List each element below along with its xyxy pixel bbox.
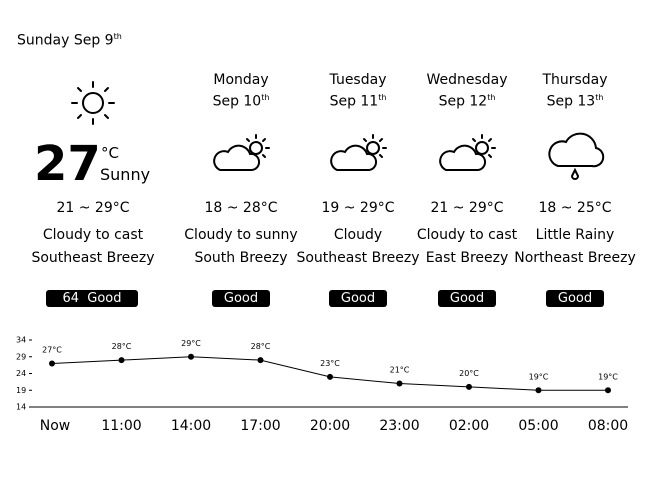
y-tick-label: 14 [16, 403, 26, 412]
cloud-sun-icon [330, 134, 387, 171]
temp-point [257, 357, 264, 364]
day-range: 18 ~ 28°C [204, 200, 278, 216]
temp-point [605, 387, 611, 394]
today-wind: Southeast Breezy [31, 250, 155, 266]
value-label: 28°C [112, 342, 132, 351]
temp-point [188, 353, 194, 360]
day-name: Monday [213, 72, 269, 88]
date-suffix: th [378, 93, 387, 102]
day-date: Sep 11th [330, 93, 387, 110]
value-label: 20°C [459, 369, 479, 378]
temp-point [535, 387, 542, 394]
temp-point [49, 360, 55, 367]
y-tick-label: 34 [16, 336, 26, 345]
day-wind: East Breezy [425, 250, 509, 266]
today-condition: Sunny [100, 165, 151, 184]
today-desc: Cloudy to cast [42, 227, 144, 243]
day-desc: Cloudy [333, 227, 383, 243]
sun-icon [71, 81, 115, 125]
day-desc: Cloudy to sunny [184, 227, 298, 243]
date-suffix: th [261, 93, 270, 102]
aqi-quality: Good [87, 291, 122, 306]
cloud-sun-icon [439, 134, 496, 171]
x-tick-label: 14:00 [171, 418, 211, 434]
y-tick-label: 19 [16, 386, 26, 395]
day-date: Sep 10th [213, 93, 270, 110]
value-label: 29°C [181, 339, 201, 348]
x-tick-label: 02:00 [449, 418, 489, 434]
y-tick-label: 24 [16, 369, 26, 378]
x-tick-label: 11:00 [101, 418, 141, 434]
value-label: 19°C [529, 372, 549, 381]
value-label: 28°C [251, 342, 271, 351]
quality-badge: Good [212, 290, 270, 307]
cloud-sun-icon [213, 134, 270, 171]
aqi-value: 64 [62, 291, 80, 306]
value-label: 21°C [390, 366, 410, 375]
date: Sep 13 [546, 93, 596, 110]
temp-point [466, 383, 472, 390]
date: Sep 10 [212, 93, 262, 110]
today-temp: 27 [34, 136, 101, 192]
x-tick-label: 05:00 [518, 418, 558, 434]
day-desc: Little Rainy [535, 227, 615, 243]
day-desc: Cloudy to cast [416, 227, 518, 243]
rain-icon [548, 132, 605, 180]
day-name: Wednesday [426, 72, 508, 88]
header-date: Sunday Sep 9 [17, 32, 114, 49]
value-label: 23°C [320, 359, 340, 368]
day-date: Sep 13th [547, 93, 604, 110]
date-suffix: th [487, 93, 496, 102]
day-wind: South Breezy [194, 250, 288, 266]
header-date-row: Sunday Sep 9th [17, 32, 122, 49]
day-range: 18 ~ 25°C [538, 200, 612, 216]
temp-point [396, 380, 403, 387]
value-label: 27°C [42, 345, 62, 354]
x-tick-label: 17:00 [240, 418, 280, 434]
day-wind: Southeast Breezy [296, 250, 420, 266]
x-tick-label: Now [40, 418, 71, 434]
x-tick-label: 08:00 [588, 418, 628, 434]
date-suffix: th [595, 93, 604, 102]
day-name: Thursday [542, 72, 608, 88]
temp-point [327, 373, 333, 380]
day-range: 19 ~ 29°C [321, 200, 395, 216]
today-range: 21 ~ 29°C [56, 200, 130, 216]
hourly-chart: 14 19 24 29 34 27°C Now 28°C 11:00 29°C 14:00 28°C 1… [16, 336, 628, 435]
day-date: Sep 12th [439, 93, 496, 110]
date: Sep 11 [329, 93, 379, 110]
today-aqi-badge: 64 Good [46, 290, 138, 307]
quality-badge: Good [438, 290, 496, 307]
x-tick-label: 20:00 [310, 418, 350, 434]
today-unit: °C [101, 144, 119, 162]
quality-badge: Good [546, 290, 604, 307]
y-tick-label: 29 [16, 352, 26, 361]
date-suffix: th [113, 32, 122, 41]
day-range: 21 ~ 29°C [430, 200, 504, 216]
quality-badge: Good [329, 290, 387, 307]
day-name: Tuesday [329, 72, 387, 88]
date: Sep 12 [438, 93, 488, 110]
temp-point [118, 357, 125, 364]
x-tick-label: 23:00 [379, 418, 419, 434]
day-wind: Northeast Breezy [514, 250, 636, 266]
value-label: 19°C [598, 372, 618, 381]
